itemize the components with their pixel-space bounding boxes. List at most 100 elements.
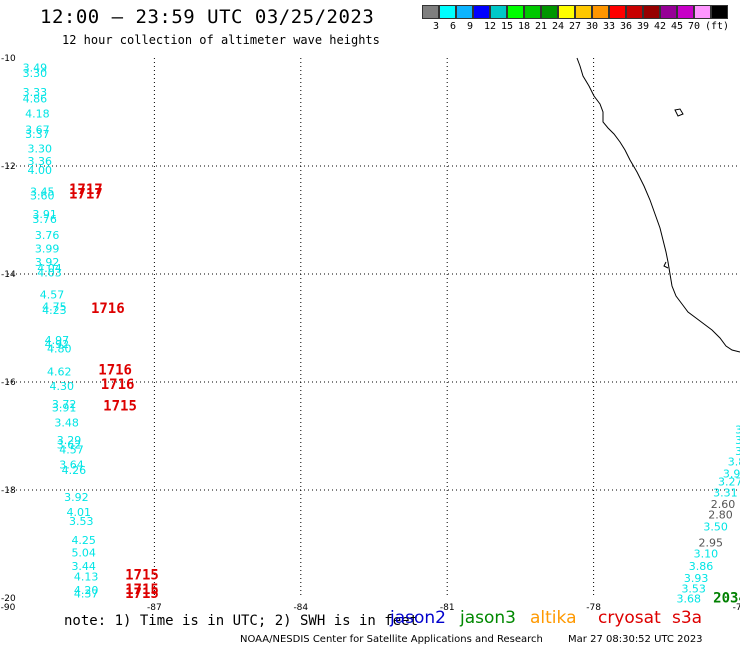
wave-height-label: 3.30 [28,143,53,156]
wave-height-label: 4.13 [74,571,99,584]
colorbar-swatch [643,5,660,19]
colorbar-label: 21 [535,21,548,32]
wave-height-label: 3.99 [35,242,60,255]
wave-height-label: 4.26 [62,464,87,477]
wave-height-label: 3.91 [52,402,77,415]
wave-height-label: 3.72 [52,398,77,411]
wave-height-label: 3.91 [32,208,57,221]
wave-height-label: 4.92 [45,338,70,351]
wave-height-label: 3.36 [28,155,53,168]
wave-height-label: 4.37 [74,587,99,600]
colorbar-swatch [524,5,541,19]
wave-height-label: 4.18 [25,107,50,120]
wave-height-label: 4.03 [37,267,62,280]
pass-time-label: 2034 [713,590,740,606]
colorbar-swatch [592,5,609,19]
colorbar-swatch [456,5,473,19]
colorbar-swatch [422,5,439,19]
colorbar-swatch [541,5,558,19]
wave-height-label: 3.64 [59,458,84,471]
wave-height-label: 3.10 [694,548,719,561]
wave-height-label: 3.53 [69,515,94,528]
colorbar-label: 12 [484,21,497,32]
colorbar-swatch [490,5,507,19]
pass-time-label: 1715 [125,582,159,598]
footer-credit: NOAA/NESDIS Center for Satellite Applica… [240,634,543,645]
pass-time-label: 1716 [101,377,135,393]
wave-height-label: 4.75 [42,301,67,314]
wave-height-label: 3.62 [57,438,82,451]
colorbar-label: 33 [603,21,616,32]
latitude-tick-label: -14 [1,270,16,280]
wave-height-label: 3.9 [723,468,740,481]
wave-height-label: 3. [735,434,740,447]
wave-height-label: 4.04 [37,262,62,275]
wave-height-label: 3.50 [703,521,728,534]
colorbar-label: 42 [654,21,667,32]
wave-height-label: 4.01 [67,506,92,519]
wave-height-label: 3.27 [718,476,740,489]
colorbar-swatch [626,5,643,19]
colorbar-label: 27 [569,21,582,32]
wave-height-label: 3.67 [25,124,50,137]
colorbar-label: 15 [501,21,514,32]
longitude-tick-label: -75 [733,603,740,613]
wave-height-label: 3.30 [23,67,48,80]
wave-height-labels: 3.493.303.334.864.183.673.373.303.364.00… [23,62,740,607]
colorbar-label: 18 [518,21,531,32]
colorbar-label: 36 [620,21,633,32]
coastline [576,57,740,353]
footer-timestamp: Mar 27 08:30:52 UTC 2023 [568,634,703,645]
wave-height-label: 5.04 [71,546,96,559]
pass-time-label: 1717 [69,182,103,198]
wave-height-label: 3.37 [25,128,50,141]
wave-height-label: 3.92 [64,491,89,504]
coast-detail [663,261,669,269]
wave-height-label: 3.29 [57,434,82,447]
colorbar-swatch [711,5,728,19]
wave-height-label: 3. [735,423,740,436]
wave-height-label: 3.53 [681,583,706,596]
wave-height-label: 3.49 [23,62,48,75]
wave-height-label: 3.76 [35,229,60,242]
wave-height-label: 4.86 [23,92,48,105]
colorbar-label: 24 [552,21,565,32]
pass-time-label: 1717 [69,186,103,202]
satellite-cryosat: cryosat [598,608,661,628]
satellite-altika: altika [530,608,577,628]
wave-height-label: 3.31 [713,486,738,499]
pass-time-label: 1716 [98,362,132,378]
wave-height-label: 3.93 [684,572,709,585]
wave-height-label: 4.80 [47,342,72,355]
colorbar-label: 3 [433,21,440,32]
wave-height-label: 2.95 [699,537,724,550]
colorbar-label: 9 [467,21,474,32]
wave-height-label: 3.33 [23,86,48,99]
wave-height-label: 4.30 [49,380,73,393]
page-title: 12:00 – 23:59 UTC 03/25/2023 [40,6,375,28]
footer: NOAA/NESDIS Center for Satellite Applica… [240,634,725,645]
island [674,108,684,117]
latitude-tick-label: -10 [1,54,16,64]
longitude-tick-label: -87 [147,603,162,613]
wave-height-label: 3.44 [71,560,96,573]
latitude-tick-label: -12 [1,162,16,172]
wave-height-label: 3. [735,445,740,458]
wave-height-label: 2.60 [711,498,736,511]
page-subtitle: 12 hour collection of altimeter wave hei… [62,33,380,47]
wave-height-label: 4.20 [74,584,99,597]
wave-height-label: 4.23 [42,304,67,317]
pass-time-label: 1716 [91,301,125,317]
satellite-s3a: s3a [672,608,703,628]
longitude-tick-label: -84 [293,603,308,613]
note-text: note: 1) Time is in UTC; 2) SWH is in fe… [64,613,419,629]
wave-height-label: 4.57 [59,443,84,456]
colorbar-swatch [660,5,677,19]
wave-height-label: 4.00 [28,164,53,177]
wave-height-label: 4.57 [40,288,65,301]
wave-height-colorbar [422,5,728,19]
wave-height-label: 4.62 [47,366,72,379]
pass-time-label: 1715 [125,568,159,584]
colorbar-label: 30 [586,21,599,32]
